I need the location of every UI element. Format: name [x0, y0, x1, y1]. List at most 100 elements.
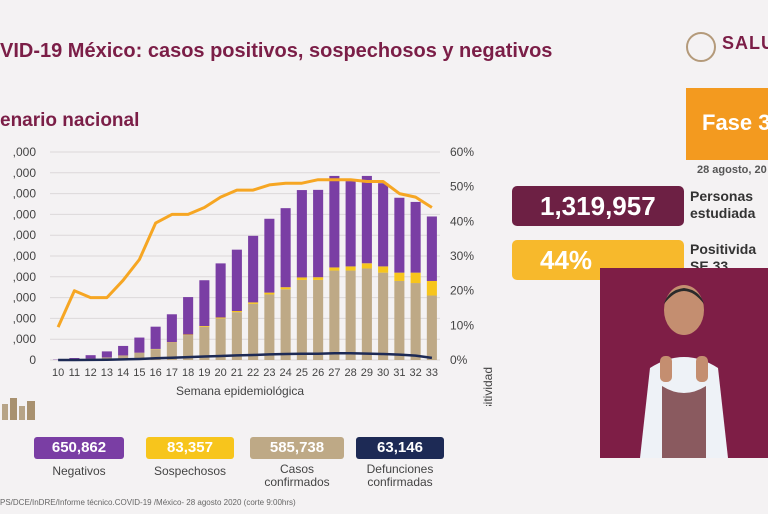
positivity-value: 44% [540, 245, 593, 275]
bar-segment [394, 272, 405, 281]
x-tick-label: 14 [117, 367, 129, 379]
total-studied-badge: 1,319,957 [512, 186, 684, 226]
chart-subtitle: enario nacional [0, 110, 140, 131]
x-tick-label: 23 [263, 367, 275, 379]
right-tick-label: 20% [450, 284, 474, 298]
bar-segment [215, 317, 226, 319]
x-tick-label: 28 [345, 367, 357, 379]
salud-logo: SALU [686, 30, 768, 70]
left-tick-label: ,000 [13, 228, 37, 242]
positivity-label-line: Positivida [690, 241, 757, 257]
bar-segment [248, 235, 259, 303]
x-tick-label: 32 [410, 367, 422, 379]
x-tick-label: 25 [296, 367, 308, 379]
x-tick-label: 30 [377, 367, 389, 379]
left-tick-label: ,000 [13, 332, 37, 346]
bar-segment [394, 280, 405, 360]
bar-segment [280, 208, 291, 288]
stat-confirmados-label: Casos confirmados [250, 463, 344, 489]
x-tick-label: 10 [52, 367, 64, 379]
x-tick-label: 29 [361, 367, 373, 379]
stat-confirmados-value: 585,738 [250, 437, 344, 459]
bar-segment [345, 270, 356, 360]
bar-segment [394, 197, 405, 273]
x-tick-label: 33 [426, 367, 438, 379]
x-tick-label: 24 [280, 367, 292, 379]
series-line [58, 352, 433, 362]
left-tick-label: ,000 [13, 249, 37, 263]
series-line [56, 178, 433, 328]
left-tick-label: ,000 [13, 145, 37, 159]
bar-segment [378, 266, 389, 273]
bar-segment [85, 355, 96, 359]
bar-segment [426, 216, 437, 281]
x-axis-label: Semana epidemiológica [176, 384, 304, 398]
bar-segment [150, 326, 161, 349]
left-tick-label: ,000 [13, 270, 37, 284]
stat-negativos-label: Negativos [34, 465, 124, 478]
right-tick-label: 30% [450, 249, 474, 263]
bar-segment [410, 283, 421, 360]
x-tick-label: 22 [247, 367, 259, 379]
x-tick-label: 18 [182, 367, 194, 379]
bar-segment [313, 279, 324, 360]
left-tick-label: ,000 [13, 311, 37, 325]
bar-segment [329, 270, 340, 360]
left-tick-label: ,000 [13, 187, 37, 201]
stat-label-line: Defunciones [366, 462, 434, 476]
bar-segment [264, 218, 275, 293]
right-axis-label: Positividad [481, 367, 495, 406]
left-tick-label: 0 [29, 353, 36, 367]
stat-defunciones-label: Defunciones confirmadas [356, 463, 444, 489]
x-tick-label: 21 [231, 367, 243, 379]
x-tick-label: 26 [312, 367, 324, 379]
bar-segment [361, 175, 372, 264]
right-tick-label: 60% [450, 145, 474, 159]
left-tick-label: ,000 [13, 291, 37, 305]
bar-segment [378, 272, 389, 360]
bar-segment [215, 263, 226, 318]
bar-segment [118, 355, 129, 360]
bar-segment [199, 326, 210, 360]
person-icon [600, 268, 768, 458]
source-footnote: PS/DCE/InDRE/Informe técnico.COVID-19 /M… [0, 498, 296, 507]
bar-segment [296, 279, 307, 360]
lines-layer [56, 178, 433, 362]
bar-segment [231, 312, 242, 360]
stat-label-line: Casos [279, 462, 314, 476]
positivity-badge: 44% [512, 240, 684, 280]
interpreter-video [600, 268, 768, 458]
stat-defunciones-value: 63,146 [356, 437, 444, 459]
bar-segment [426, 295, 437, 360]
x-tick-label: 11 [69, 367, 80, 379]
bar-segment [345, 181, 356, 267]
bar-segment [329, 175, 340, 268]
bar-segment [134, 337, 145, 353]
total-studied-label-line: estudiada [690, 205, 756, 221]
bar-segment [215, 318, 226, 360]
stat-label-line: confirmadas [367, 475, 433, 489]
bar-segment [410, 201, 421, 273]
bar-segment [296, 277, 307, 280]
fase-label: Fase 3 [702, 110, 768, 135]
bar-segment [231, 311, 242, 313]
bar-segment [183, 334, 194, 336]
right-tick-label: 10% [450, 318, 474, 332]
bar-segment [329, 267, 340, 271]
bar-segment [361, 263, 372, 269]
bar-segment [313, 189, 324, 278]
bar-segment [345, 266, 356, 271]
x-tick-label: 15 [133, 367, 145, 379]
stat-sospechosos-value: 83,357 [146, 437, 234, 459]
x-tick-label: 16 [150, 367, 162, 379]
logo-text: SALU [722, 33, 768, 53]
bar-segment [183, 335, 194, 360]
fase-banner: Fase 3 [686, 88, 768, 160]
stat-label-line: Sospechosos [153, 464, 227, 478]
bar-segment [264, 294, 275, 360]
bar-segment [313, 277, 324, 280]
x-tick-label: 12 [85, 367, 97, 379]
seal-icon [686, 32, 716, 62]
x-tick-label: 13 [101, 367, 113, 379]
bar-segment [280, 289, 291, 360]
